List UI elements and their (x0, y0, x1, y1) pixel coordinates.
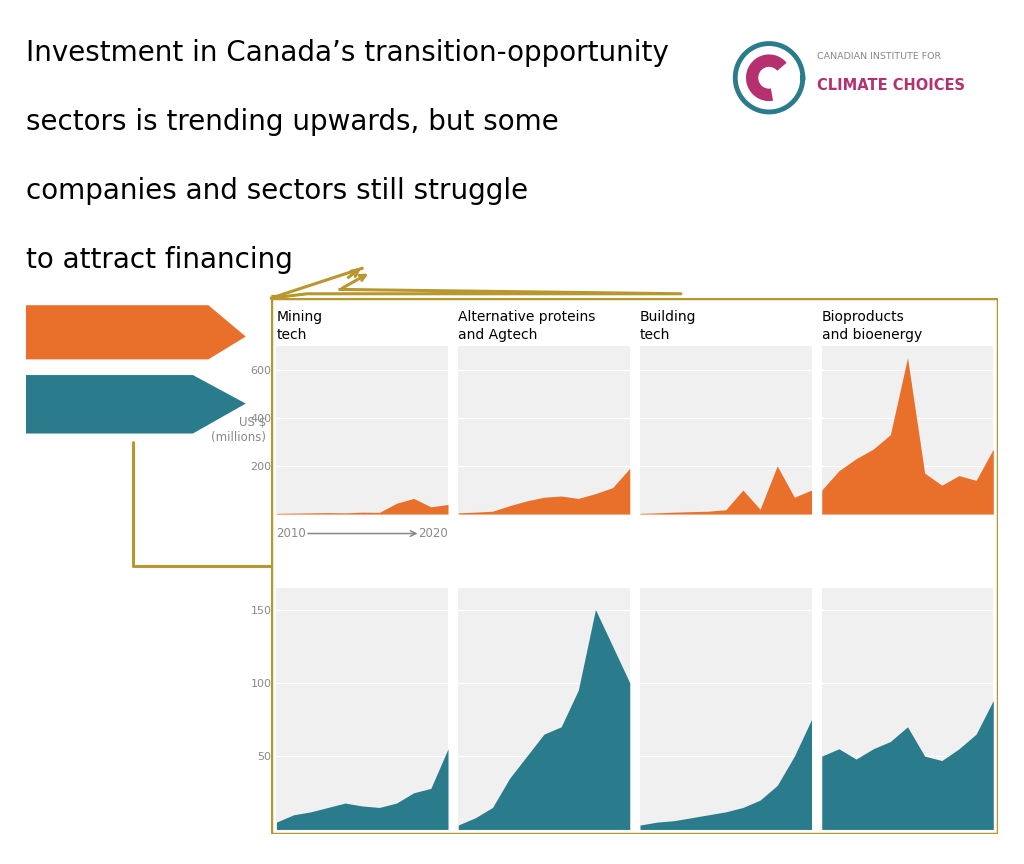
Text: CLIMATE CHOICES: CLIMATE CHOICES (817, 78, 966, 92)
Text: CANADIAN INSTITUTE FOR: CANADIAN INSTITUTE FOR (817, 52, 941, 60)
Text: Mining
tech: Mining tech (276, 310, 323, 341)
Text: Building
tech: Building tech (640, 310, 696, 341)
Text: Deal count: Deal count (73, 396, 173, 413)
Text: to attract financing: to attract financing (26, 246, 293, 274)
Text: US $
(millions): US $ (millions) (211, 416, 266, 444)
Text: 2020: 2020 (418, 527, 449, 540)
Text: Investments: Investments (73, 323, 189, 341)
Text: Bioproducts
and bioenergy: Bioproducts and bioenergy (821, 310, 922, 341)
Polygon shape (26, 305, 246, 359)
Text: Investment in Canada’s transition-opportunity: Investment in Canada’s transition-opport… (26, 39, 669, 67)
Circle shape (758, 67, 779, 89)
Text: companies and sectors still struggle: companies and sectors still struggle (26, 177, 527, 205)
Text: 2010: 2010 (276, 527, 306, 540)
Polygon shape (26, 375, 246, 434)
Wedge shape (746, 54, 786, 101)
Text: sectors is trending upwards, but some: sectors is trending upwards, but some (26, 108, 558, 136)
Text: Alternative proteins
and Agtech: Alternative proteins and Agtech (459, 310, 596, 341)
